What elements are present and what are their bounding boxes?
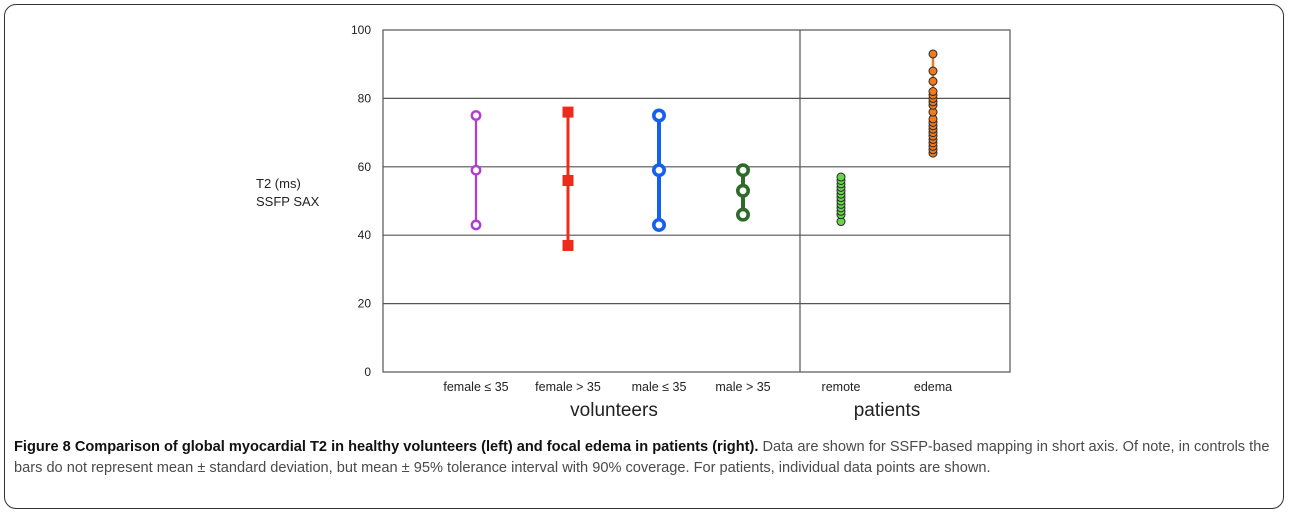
interval-marker <box>470 219 482 231</box>
caption-text: Data are shown for SSFP-based mapping in… <box>14 439 1270 476</box>
data-point <box>928 87 938 97</box>
x-tick-label: male ≤ 35 <box>632 380 687 394</box>
y-tick-label: 0 <box>364 365 371 379</box>
interval-marker <box>651 163 666 178</box>
data-point <box>928 76 938 86</box>
y-tick-label: 20 <box>358 297 372 311</box>
caption-title: Figure 8 Comparison of global myocardial… <box>14 439 759 455</box>
figure-frame <box>4 4 1284 509</box>
x-group-label: volunteers <box>570 400 658 421</box>
interval-marker <box>735 163 750 178</box>
interval-marker <box>562 239 574 251</box>
interval-marker <box>562 106 574 118</box>
x-tick-label: male > 35 <box>715 380 770 394</box>
y-tick-label: 100 <box>351 23 371 37</box>
figure-caption: Figure 8 Comparison of global myocardial… <box>14 437 1276 479</box>
chart: 0 20 40 60 80 100 T2 (ms) SSFP SAX female ≤ 35 fe… <box>256 23 1011 421</box>
data-point <box>836 172 846 182</box>
interval-marker <box>735 207 750 222</box>
interval-marker <box>735 183 750 198</box>
data-point <box>928 49 938 59</box>
y-tick-label: 40 <box>358 228 372 242</box>
interval-marker <box>651 217 666 232</box>
interval-marker <box>651 108 666 123</box>
interval-marker <box>470 110 482 121</box>
y-tick-label: 80 <box>358 91 372 105</box>
plot-area <box>382 29 1011 373</box>
x-group-label: patients <box>854 400 921 421</box>
y-axis-label: SSFP SAX <box>256 194 320 209</box>
data-point <box>928 66 938 76</box>
x-tick-label: female > 35 <box>535 380 601 394</box>
x-tick-label: edema <box>914 380 952 394</box>
y-tick-label: 60 <box>358 160 372 174</box>
x-tick-label: female ≤ 35 <box>443 380 508 394</box>
y-axis-label: T2 (ms) <box>256 176 301 191</box>
interval-marker <box>470 164 482 176</box>
interval-marker <box>562 174 574 186</box>
x-tick-label: remote <box>822 380 861 394</box>
